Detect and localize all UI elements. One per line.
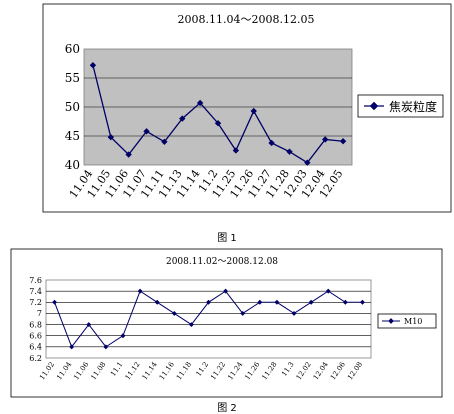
y-tick-label: 6.8 [29, 320, 42, 329]
data-point [137, 288, 143, 294]
data-point [223, 288, 229, 294]
data-point [179, 115, 186, 122]
data-point [120, 333, 126, 339]
y-tick-label: 6.4 [29, 343, 42, 352]
chart-2-legend [377, 313, 437, 329]
data-point [143, 128, 150, 135]
chart-1-legend [357, 94, 444, 118]
y-tick-label: 40 [65, 158, 80, 172]
data-point [257, 299, 263, 305]
data-point [196, 99, 204, 107]
figure-1-caption: 图 1 [217, 233, 237, 244]
chart-2-title: 2008.11.02～2008.12.08 [166, 257, 278, 267]
y-tick-label: 7.6 [29, 276, 42, 285]
data-point [325, 288, 331, 294]
data-point [308, 299, 314, 305]
data-point [161, 138, 168, 145]
data-point [107, 133, 114, 141]
y-tick-label: 55 [65, 71, 80, 85]
data-point [154, 299, 160, 305]
chart-2-plot-area [45, 279, 372, 359]
data-point [232, 147, 240, 154]
y-tick-label: 7.4 [29, 287, 42, 296]
chart-1-legend-label: 焦炭粒度 [389, 99, 437, 114]
y-tick-label: 50 [65, 100, 80, 114]
y-tick-label: 6.6 [29, 332, 42, 341]
data-point [214, 120, 222, 127]
data-point [250, 107, 257, 115]
chart-1-title: 2008.11.04～2008.12.05 [178, 13, 315, 26]
data-point [342, 299, 348, 305]
data-point [240, 310, 246, 316]
data-point [291, 310, 297, 316]
y-tick-label: 60 [65, 42, 80, 56]
y-tick-label: 45 [65, 129, 80, 143]
data-point [359, 299, 365, 305]
chart-1-legend-marker [369, 101, 379, 111]
chart-2-legend-label: M10 [404, 317, 422, 326]
data-point [171, 310, 177, 316]
data-point [86, 322, 92, 328]
data-point [188, 322, 194, 328]
y-tick-label: 7 [37, 309, 42, 318]
data-point [52, 299, 58, 305]
data-point [274, 299, 280, 305]
data-point [69, 344, 75, 350]
data-point [89, 62, 97, 69]
figure-2-caption: 图 2 [217, 403, 237, 414]
y-tick-label: 6.2 [29, 354, 42, 363]
y-tick-label: 7.2 [29, 298, 42, 307]
chart-2-legend-marker [388, 318, 394, 324]
data-point [103, 344, 109, 350]
data-point [206, 299, 211, 305]
